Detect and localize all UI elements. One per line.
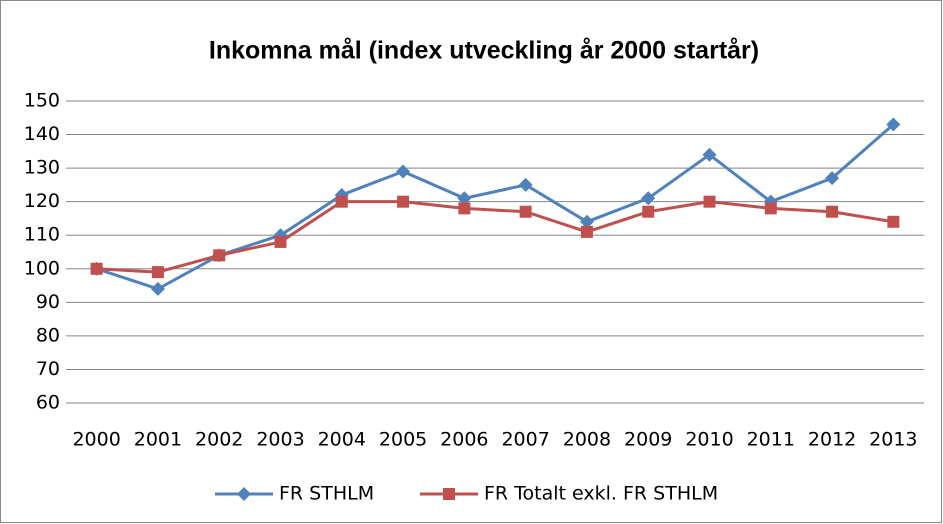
data-point: [703, 195, 716, 208]
x-tick-label: 2000: [72, 429, 120, 451]
data-point: [702, 147, 717, 162]
y-tick-label: 110: [24, 224, 60, 246]
y-tick-label: 100: [24, 257, 60, 279]
y-tick-label: 60: [36, 392, 60, 414]
y-tick-label: 150: [24, 90, 60, 112]
x-tick-label: 2004: [318, 429, 366, 451]
legend-label: FR Totalt exkl. FR STHLM: [484, 483, 718, 505]
x-tick-label: 2009: [624, 429, 672, 451]
data-point: [519, 205, 532, 218]
y-tick-label: 130: [24, 157, 60, 179]
data-point: [335, 195, 348, 208]
x-tick-label: 2002: [195, 429, 243, 451]
data-point: [579, 214, 594, 229]
data-point: [458, 202, 471, 215]
data-point: [825, 171, 840, 186]
x-tick-label: 2005: [379, 429, 427, 451]
data-point: [580, 225, 593, 238]
data-point: [826, 205, 839, 218]
x-tick-label: 2003: [256, 429, 304, 451]
data-point: [396, 164, 411, 179]
series-line: [96, 200, 894, 274]
x-tick-label: 2011: [747, 429, 795, 451]
legend-marker: [443, 488, 455, 500]
x-tick-label: 2007: [501, 429, 549, 451]
x-tick-label: 2012: [808, 429, 856, 451]
x-tick-label: 2010: [685, 429, 733, 451]
data-point: [642, 205, 655, 218]
legend-marker: [237, 487, 251, 501]
y-tick-label: 140: [24, 123, 60, 145]
data-point: [150, 281, 165, 296]
x-tick-label: 2008: [563, 429, 611, 451]
data-point: [274, 235, 287, 248]
data-point: [764, 202, 777, 215]
data-point: [641, 191, 656, 206]
y-tick-label: 80: [36, 324, 60, 346]
data-point: [213, 249, 226, 262]
chart-title: Inkomna mål (index utveckling år 2000 st…: [209, 37, 759, 65]
data-point: [457, 191, 472, 206]
data-point: [90, 262, 103, 275]
data-point: [397, 195, 410, 208]
x-tick-label: 2006: [440, 429, 488, 451]
y-tick-label: 120: [24, 190, 60, 212]
y-tick-label: 90: [36, 291, 60, 313]
data-point: [151, 266, 164, 279]
x-tick-label: 2001: [134, 429, 182, 451]
legend-label: FR STHLM: [279, 483, 374, 505]
data-point: [518, 177, 533, 192]
x-tick-label: 2013: [869, 429, 917, 451]
data-point: [886, 117, 901, 132]
y-tick-label: 70: [36, 358, 60, 380]
data-point: [887, 215, 900, 228]
